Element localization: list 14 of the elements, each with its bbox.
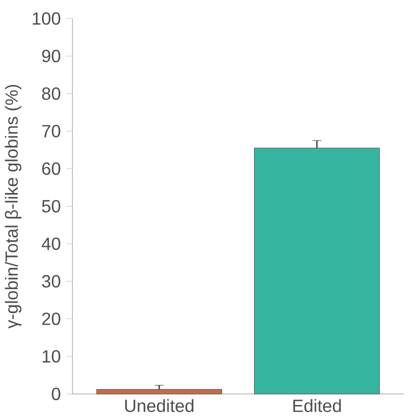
y-tick-label: 30 xyxy=(42,275,60,288)
x-tick-label: Unedited xyxy=(125,399,194,412)
y-tick-label: 90 xyxy=(42,50,60,62)
x-tick-label: Edited xyxy=(293,399,341,412)
y-tick-label: 80 xyxy=(42,87,60,100)
y-axis-title: γ-globin/Total β-like globins (%) xyxy=(5,84,22,329)
y-tick-label: 50 xyxy=(42,200,60,212)
y-tick-label: 10 xyxy=(42,350,60,363)
y-tick-label: 70 xyxy=(42,124,60,138)
y-tick-label: 100 xyxy=(32,12,60,25)
y-tick-label: 20 xyxy=(42,312,60,326)
y-tick-label: 0 xyxy=(52,388,60,400)
y-tick-label: 40 xyxy=(42,238,60,250)
y-tick-label: 60 xyxy=(42,162,60,175)
